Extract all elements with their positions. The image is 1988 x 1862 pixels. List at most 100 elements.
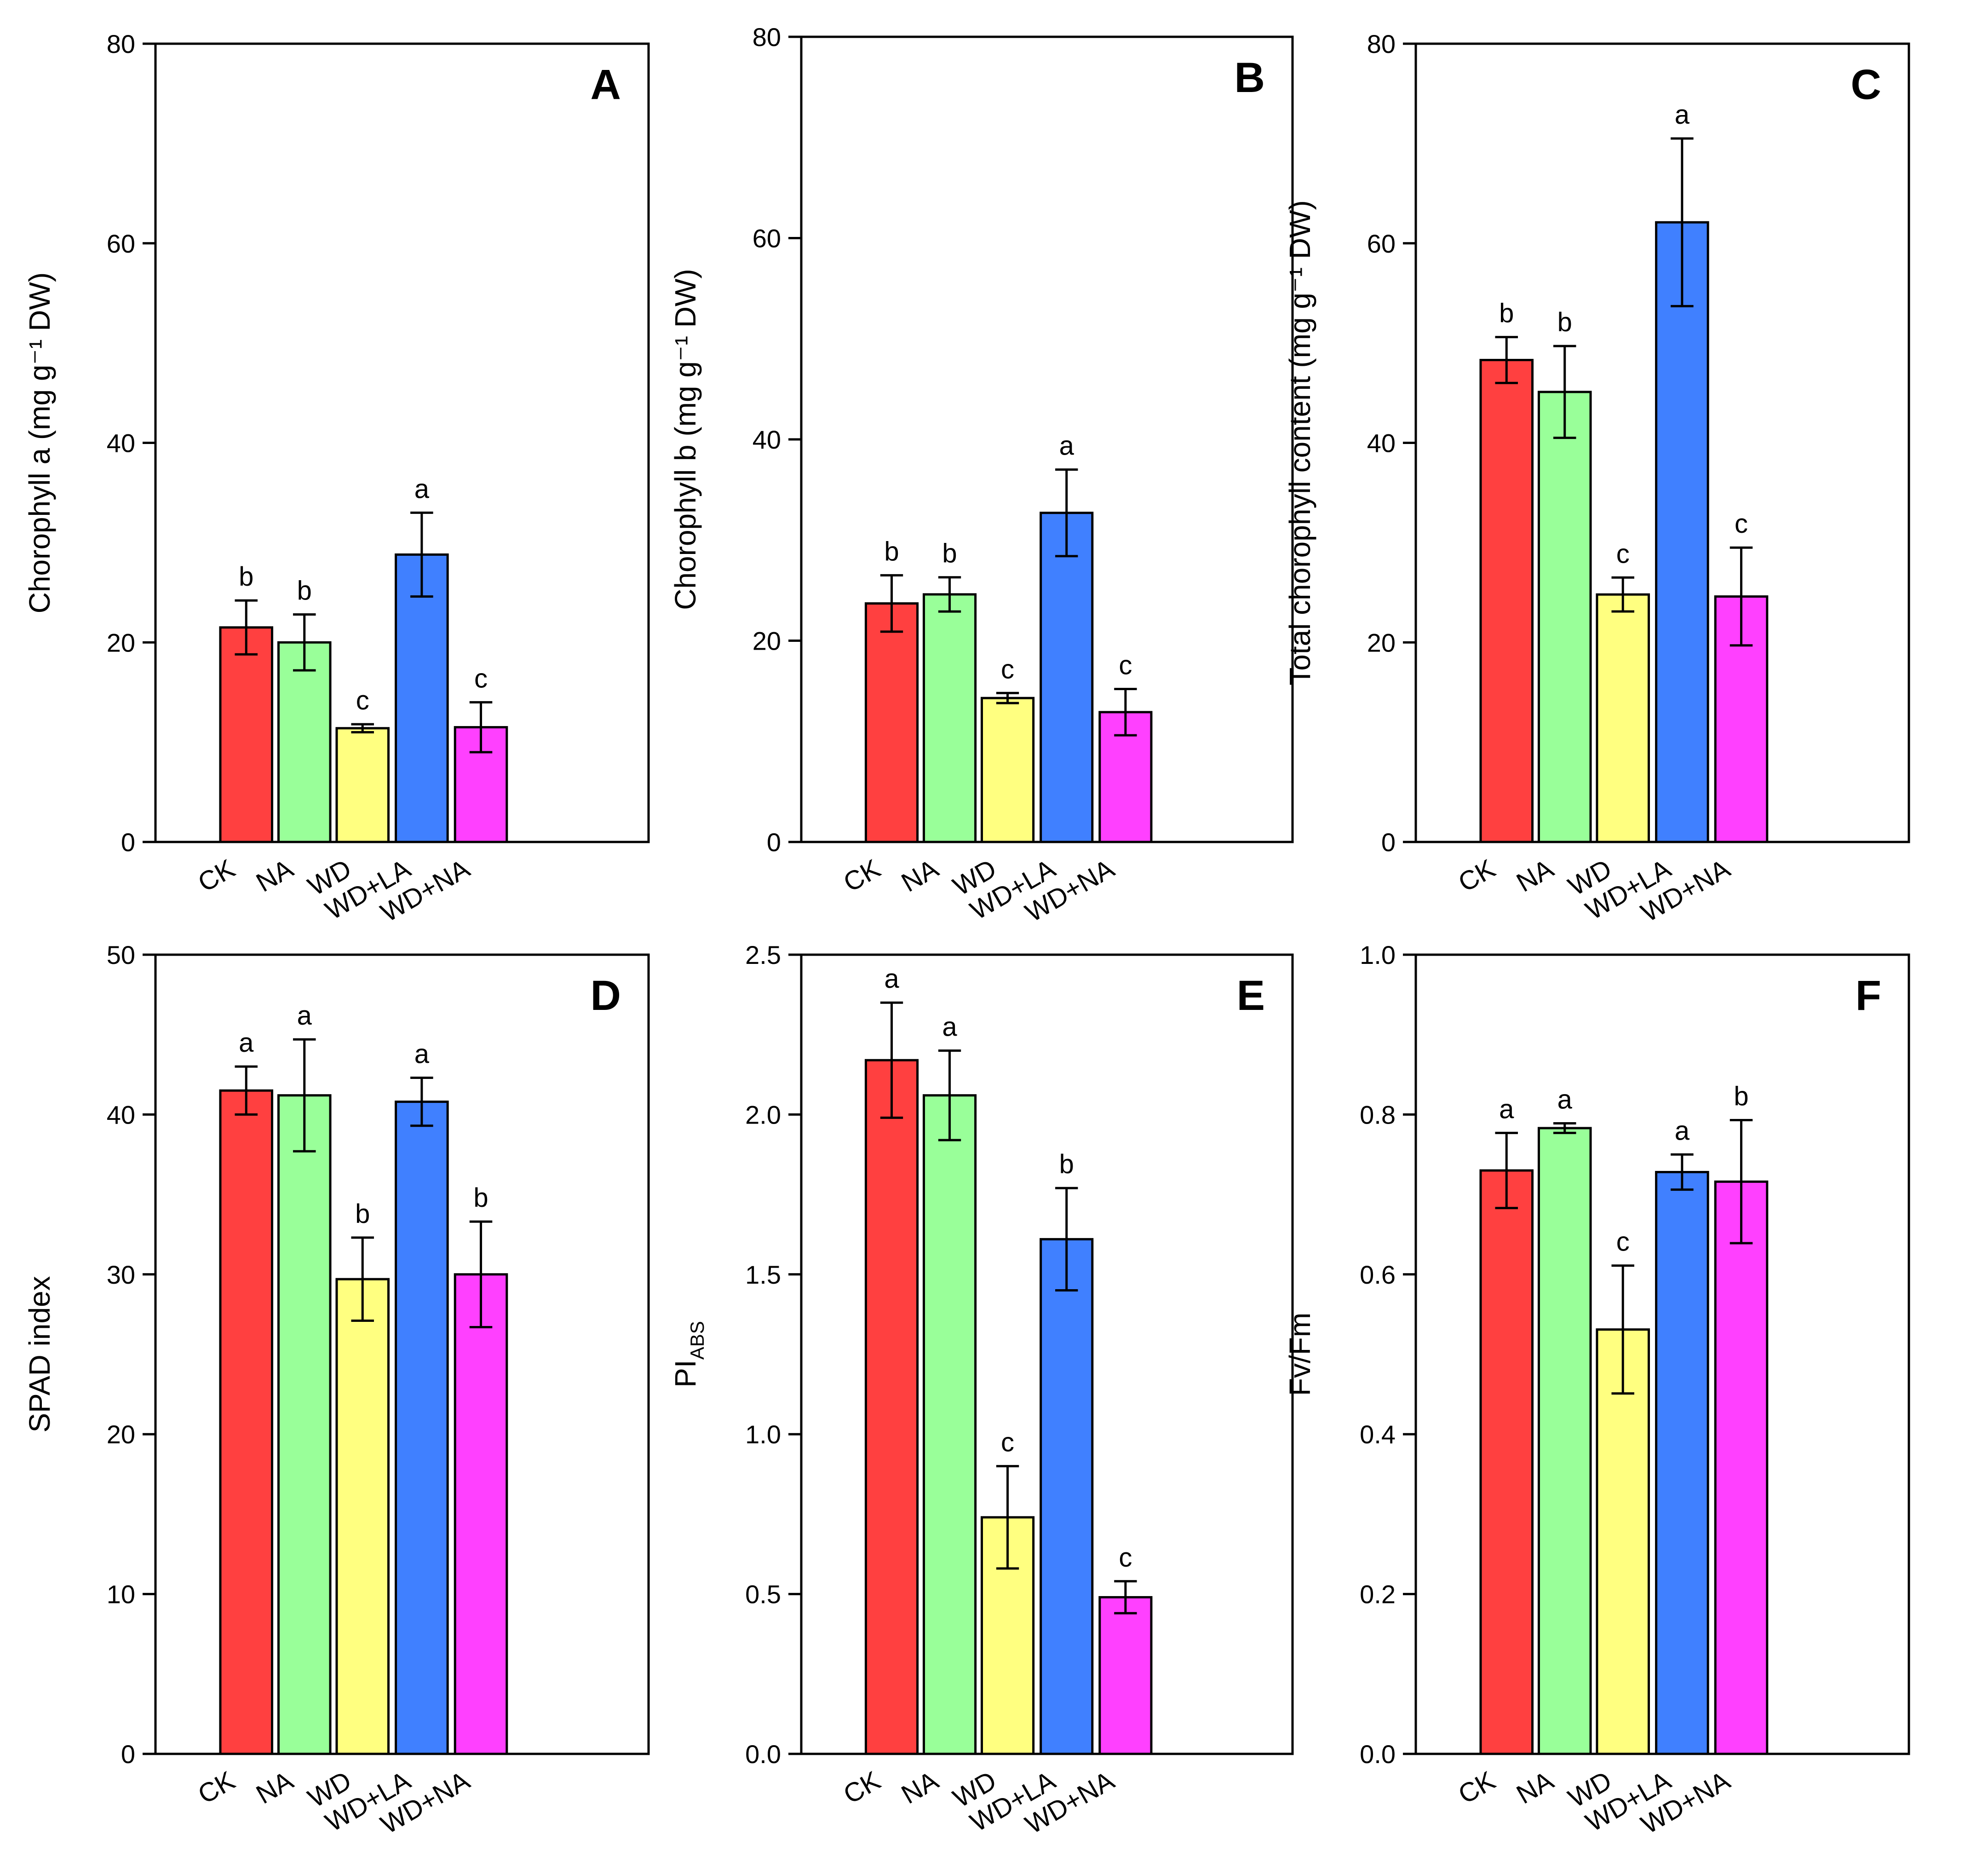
sig-letter-B-4: c [1119,651,1132,680]
bar-D-1 [277,1094,332,1755]
panel-F: aCKaNAcWDaWD+LAbWD+NA0.00.20.40.60.81.0F… [1283,940,1910,1840]
panel-B: bCKbNAcWDaWD+LAcWD+NA020406080Chorophyll… [669,23,1294,928]
ytick-label-A-1: 20 [107,628,135,657]
sig-letter-A-4: c [474,663,488,693]
bar-A-0 [219,626,274,843]
panel-A: bCKbNAcWDaWD+LAcWD+NA020406080Chorophyll… [23,29,650,928]
sig-letter-C-3: a [1675,100,1690,130]
sig-letter-E-1: a [942,1012,957,1042]
sig-letter-C-1: b [1557,307,1572,337]
sig-letter-A-2: c [356,686,369,715]
bar-F-1 [1537,1127,1592,1755]
ytick-label-A-0: 0 [121,828,135,857]
sig-letter-C-2: c [1616,539,1630,569]
ytick-label-F-4: 0.8 [1360,1100,1396,1129]
sig-letter-A-1: b [297,576,312,606]
category-label-A-1: NA [251,853,299,898]
ylabel-D: SPAD index [23,1276,56,1432]
ylabel-A: Chorophyll a (mg g⁻¹ DW) [23,272,56,614]
axis-frame-F [1414,953,1910,1755]
ytick-label-A-3: 60 [107,229,135,258]
sig-letter-E-0: a [884,964,899,994]
sig-letter-C-4: c [1735,509,1748,539]
ytick-label-D-4: 40 [107,1100,135,1129]
panel-letter-B: B [1235,54,1265,101]
ytick-label-D-0: 0 [121,1740,135,1769]
bar-A-1 [277,641,332,843]
bar-B-0 [864,602,919,843]
sig-letter-B-2: c [1001,654,1014,684]
ytick-label-B-4: 80 [753,23,781,52]
ytick-label-F-2: 0.4 [1360,1420,1396,1449]
ytick-label-E-3: 1.5 [745,1260,781,1289]
sig-letter-D-2: b [355,1199,370,1229]
ylabel-E: PIABS [669,1321,708,1388]
sig-letter-B-1: b [942,539,957,569]
bar-F-3 [1655,1170,1709,1755]
category-label-F-0: CK [1453,1765,1500,1810]
ytick-label-A-2: 40 [107,429,135,458]
category-label-F-1: NA [1511,1765,1559,1810]
bar-C-3 [1655,221,1709,843]
ytick-label-C-3: 60 [1367,229,1396,258]
sig-letter-E-2: c [1001,1428,1014,1458]
ytick-label-C-2: 40 [1367,429,1396,458]
ylabel-subscript-E: ABS [686,1321,708,1360]
bar-F-0 [1479,1169,1534,1755]
bar-C-1 [1537,391,1592,843]
axis-frame-E [800,953,1294,1755]
category-label-B-1: NA [896,853,944,898]
ylabel-F: Fv/Fm [1283,1313,1316,1396]
bar-D-2 [335,1278,390,1755]
ytick-label-F-3: 0.6 [1360,1260,1396,1289]
ylabel-text-A: Chorophyll a (mg g⁻¹ DW) [23,272,56,614]
bar-C-2 [1596,593,1650,843]
bar-B-1 [922,593,977,843]
panel-letter-E: E [1237,972,1265,1019]
sig-letter-C-0: b [1499,299,1514,329]
bar-D-3 [395,1101,449,1755]
ylabel-C: Total chorophyll content (mg g⁻¹ DW) [1283,200,1316,686]
bar-F-2 [1596,1328,1650,1755]
sig-letter-F-3: a [1675,1116,1690,1146]
ytick-label-F-5: 1.0 [1360,940,1396,969]
sig-letter-D-4: b [473,1183,488,1213]
sig-letter-F-1: a [1557,1085,1573,1115]
category-label-A-0: CK [193,853,240,898]
axis-frame-D [154,953,650,1755]
ytick-label-E-1: 0.5 [745,1580,781,1609]
ytick-label-C-0: 0 [1381,828,1396,857]
bar-E-1 [922,1094,977,1755]
sig-letter-B-0: b [884,536,899,566]
bar-B-2 [980,697,1035,843]
bar-D-4 [454,1273,508,1755]
ytick-label-E-5: 2.5 [745,940,781,969]
sig-letter-E-3: b [1059,1149,1074,1179]
ylabel-text-D: SPAD index [23,1276,56,1432]
ytick-label-F-0: 0.0 [1360,1740,1396,1769]
sig-letter-B-3: a [1059,431,1074,461]
ytick-label-E-0: 0.0 [745,1740,781,1769]
category-label-C-0: CK [1453,853,1500,898]
ylabel-B: Chorophyll b (mg g⁻¹ DW) [669,269,702,610]
bar-E-0 [864,1059,919,1755]
ylabel-text-C: Total chorophyll content (mg g⁻¹ DW) [1283,200,1316,686]
ytick-label-A-4: 80 [107,29,135,58]
bar-A-2 [335,727,390,843]
bar-E-4 [1098,1596,1153,1755]
ytick-label-D-5: 50 [107,940,135,969]
bar-B-3 [1040,512,1094,843]
category-label-C-1: NA [1511,853,1559,898]
ytick-label-B-2: 40 [753,425,781,454]
category-label-D-1: NA [251,1765,299,1810]
panel-letter-F: F [1856,972,1881,1019]
ytick-label-C-4: 80 [1367,29,1396,58]
sig-letter-E-4: c [1119,1543,1132,1573]
ytick-label-E-2: 1.0 [745,1420,781,1449]
category-label-D-0: CK [193,1765,240,1810]
ylabel-text-B: Chorophyll b (mg g⁻¹ DW) [669,269,702,610]
ylabel-text-F: Fv/Fm [1283,1313,1316,1396]
